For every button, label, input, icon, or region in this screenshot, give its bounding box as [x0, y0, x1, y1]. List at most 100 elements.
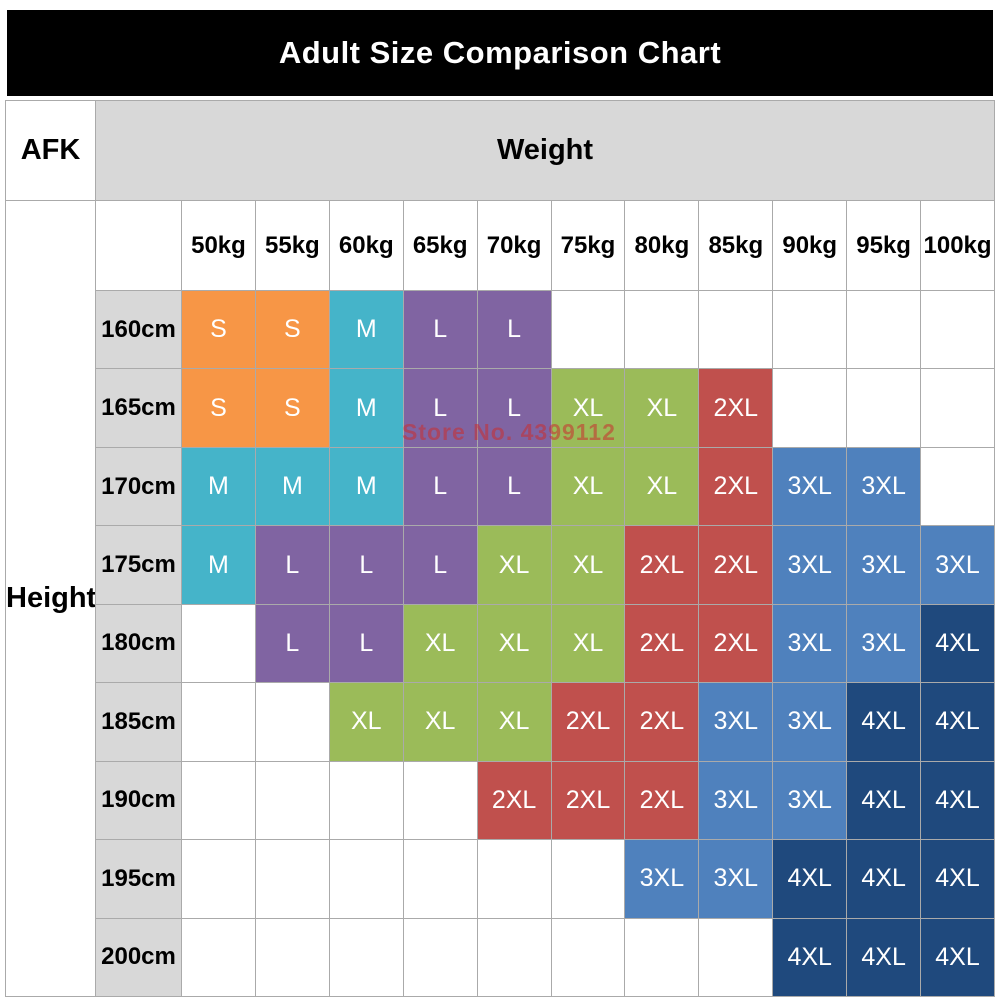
size-cell: 2XL: [698, 368, 774, 448]
weight-col-header: 90kg: [772, 200, 848, 291]
size-cell: M: [181, 525, 256, 605]
size-cell: S: [181, 368, 256, 448]
height-row-header: 200cm: [95, 917, 182, 997]
empty-cell: [550, 917, 626, 997]
size-cell: M: [328, 289, 404, 370]
weight-col-header: 50kg: [181, 200, 256, 291]
size-cell: 4XL: [920, 839, 995, 919]
size-cell: XL: [402, 603, 478, 684]
size-cell: L: [328, 525, 404, 605]
table-row: 195cm 3XL 3XL 4XL 4XL 4XL: [6, 839, 995, 919]
size-cell: XL: [328, 682, 404, 762]
size-cell: XL: [550, 446, 626, 527]
empty-cell: [772, 289, 848, 370]
weight-header-cell: Weight: [95, 100, 995, 201]
header-row: AFK Weight: [5, 100, 995, 201]
size-cell: 4XL: [846, 839, 922, 919]
size-cell: 4XL: [846, 917, 922, 997]
size-cell: 3XL: [772, 603, 848, 684]
size-cell: 2XL: [698, 603, 774, 684]
size-cell: XL: [624, 368, 700, 448]
weight-col-header: 55kg: [254, 200, 330, 291]
table-row: 165cm S S M L L XL XL 2XL: [6, 368, 995, 448]
size-cell: 4XL: [772, 839, 848, 919]
empty-cell: [920, 446, 995, 527]
weight-col-header: 100kg: [920, 200, 995, 291]
size-cell: M: [328, 446, 404, 527]
size-cell: 2XL: [624, 682, 700, 762]
size-cell: 3XL: [846, 525, 922, 605]
empty-cell: [920, 289, 995, 370]
size-cell: 2XL: [624, 603, 700, 684]
size-cell: XL: [550, 368, 626, 448]
empty-cell: [476, 917, 552, 997]
size-cell: 4XL: [920, 603, 995, 684]
size-cell: XL: [476, 525, 552, 605]
empty-cell: [254, 839, 330, 919]
size-cell: L: [476, 289, 552, 370]
size-cell: XL: [550, 525, 626, 605]
size-cell: 3XL: [772, 446, 848, 527]
empty-cell: [402, 839, 478, 919]
empty-cell: [181, 839, 256, 919]
size-cell: XL: [402, 682, 478, 762]
size-cell: 3XL: [772, 760, 848, 841]
empty-cell: [550, 289, 626, 370]
empty-cell: [402, 760, 478, 841]
size-cell: 3XL: [624, 839, 700, 919]
size-cell: 2XL: [550, 682, 626, 762]
size-cell: 4XL: [772, 917, 848, 997]
empty-cell: [328, 917, 404, 997]
height-row-header: 175cm: [95, 525, 182, 605]
weight-columns-row: Height 50kg 55kg 60kg 65kg 70kg 75kg 80kg 85kg 9…: [5, 200, 995, 997]
height-row-header: 195cm: [95, 839, 182, 919]
empty-cell: [328, 839, 404, 919]
size-cell: S: [181, 289, 256, 370]
table-row: 190cm 2XL 2XL 2XL 3XL 3XL 4XL 4XL: [6, 760, 995, 841]
size-cell: L: [402, 525, 478, 605]
size-cell: 4XL: [920, 917, 995, 997]
height-row-header: 170cm: [95, 446, 182, 527]
height-row-header: 190cm: [95, 760, 182, 841]
size-cell: 4XL: [846, 682, 922, 762]
size-cell: L: [476, 446, 552, 527]
size-cell: L: [328, 603, 404, 684]
empty-cell: [254, 917, 330, 997]
table-row: 160cm S S M L L: [6, 289, 995, 370]
weight-col-header: 80kg: [624, 200, 700, 291]
empty-cell: [846, 289, 922, 370]
table-row: 200cm 4XL 4XL 4XL: [6, 917, 995, 997]
size-cell: M: [181, 446, 256, 527]
size-cell: 4XL: [920, 682, 995, 762]
size-cell: XL: [476, 603, 552, 684]
size-comparison-table: AFK Weight Height 50kg 55kg 60kg 65kg 70kg 75…: [5, 100, 995, 997]
empty-cell: [254, 760, 330, 841]
table-row: 180cm L L XL XL XL 2XL 2XL 3XL 3XL 4XL: [6, 603, 995, 684]
size-cell: L: [254, 525, 330, 605]
height-row-header: 180cm: [95, 603, 182, 684]
weight-col-header: 95kg: [846, 200, 922, 291]
size-cell: 4XL: [920, 760, 995, 841]
empty-cell: [254, 682, 330, 762]
size-cell: 3XL: [920, 525, 995, 605]
size-cell: 2XL: [476, 760, 552, 841]
size-cell: 3XL: [772, 525, 848, 605]
empty-cell: [698, 917, 774, 997]
size-cell: 3XL: [772, 682, 848, 762]
weight-col-header: 75kg: [550, 200, 626, 291]
size-cell: L: [402, 446, 478, 527]
table-row: 175cm M L L L XL XL 2XL 2XL 3XL 3XL 3XL: [6, 525, 995, 605]
size-cell: M: [254, 446, 330, 527]
weight-col-header: 65kg: [402, 200, 478, 291]
empty-cell: [624, 289, 700, 370]
height-row-header: 185cm: [95, 682, 182, 762]
size-cell: XL: [476, 682, 552, 762]
blank-cell: [95, 200, 182, 291]
size-cell: XL: [624, 446, 700, 527]
table-row: 185cm XL XL XL 2XL 2XL 3XL 3XL 4XL 4XL: [6, 682, 995, 762]
size-cell: 2XL: [698, 446, 774, 527]
height-header-cell: Height: [5, 200, 96, 997]
size-cell: M: [328, 368, 404, 448]
empty-cell: [181, 603, 256, 684]
